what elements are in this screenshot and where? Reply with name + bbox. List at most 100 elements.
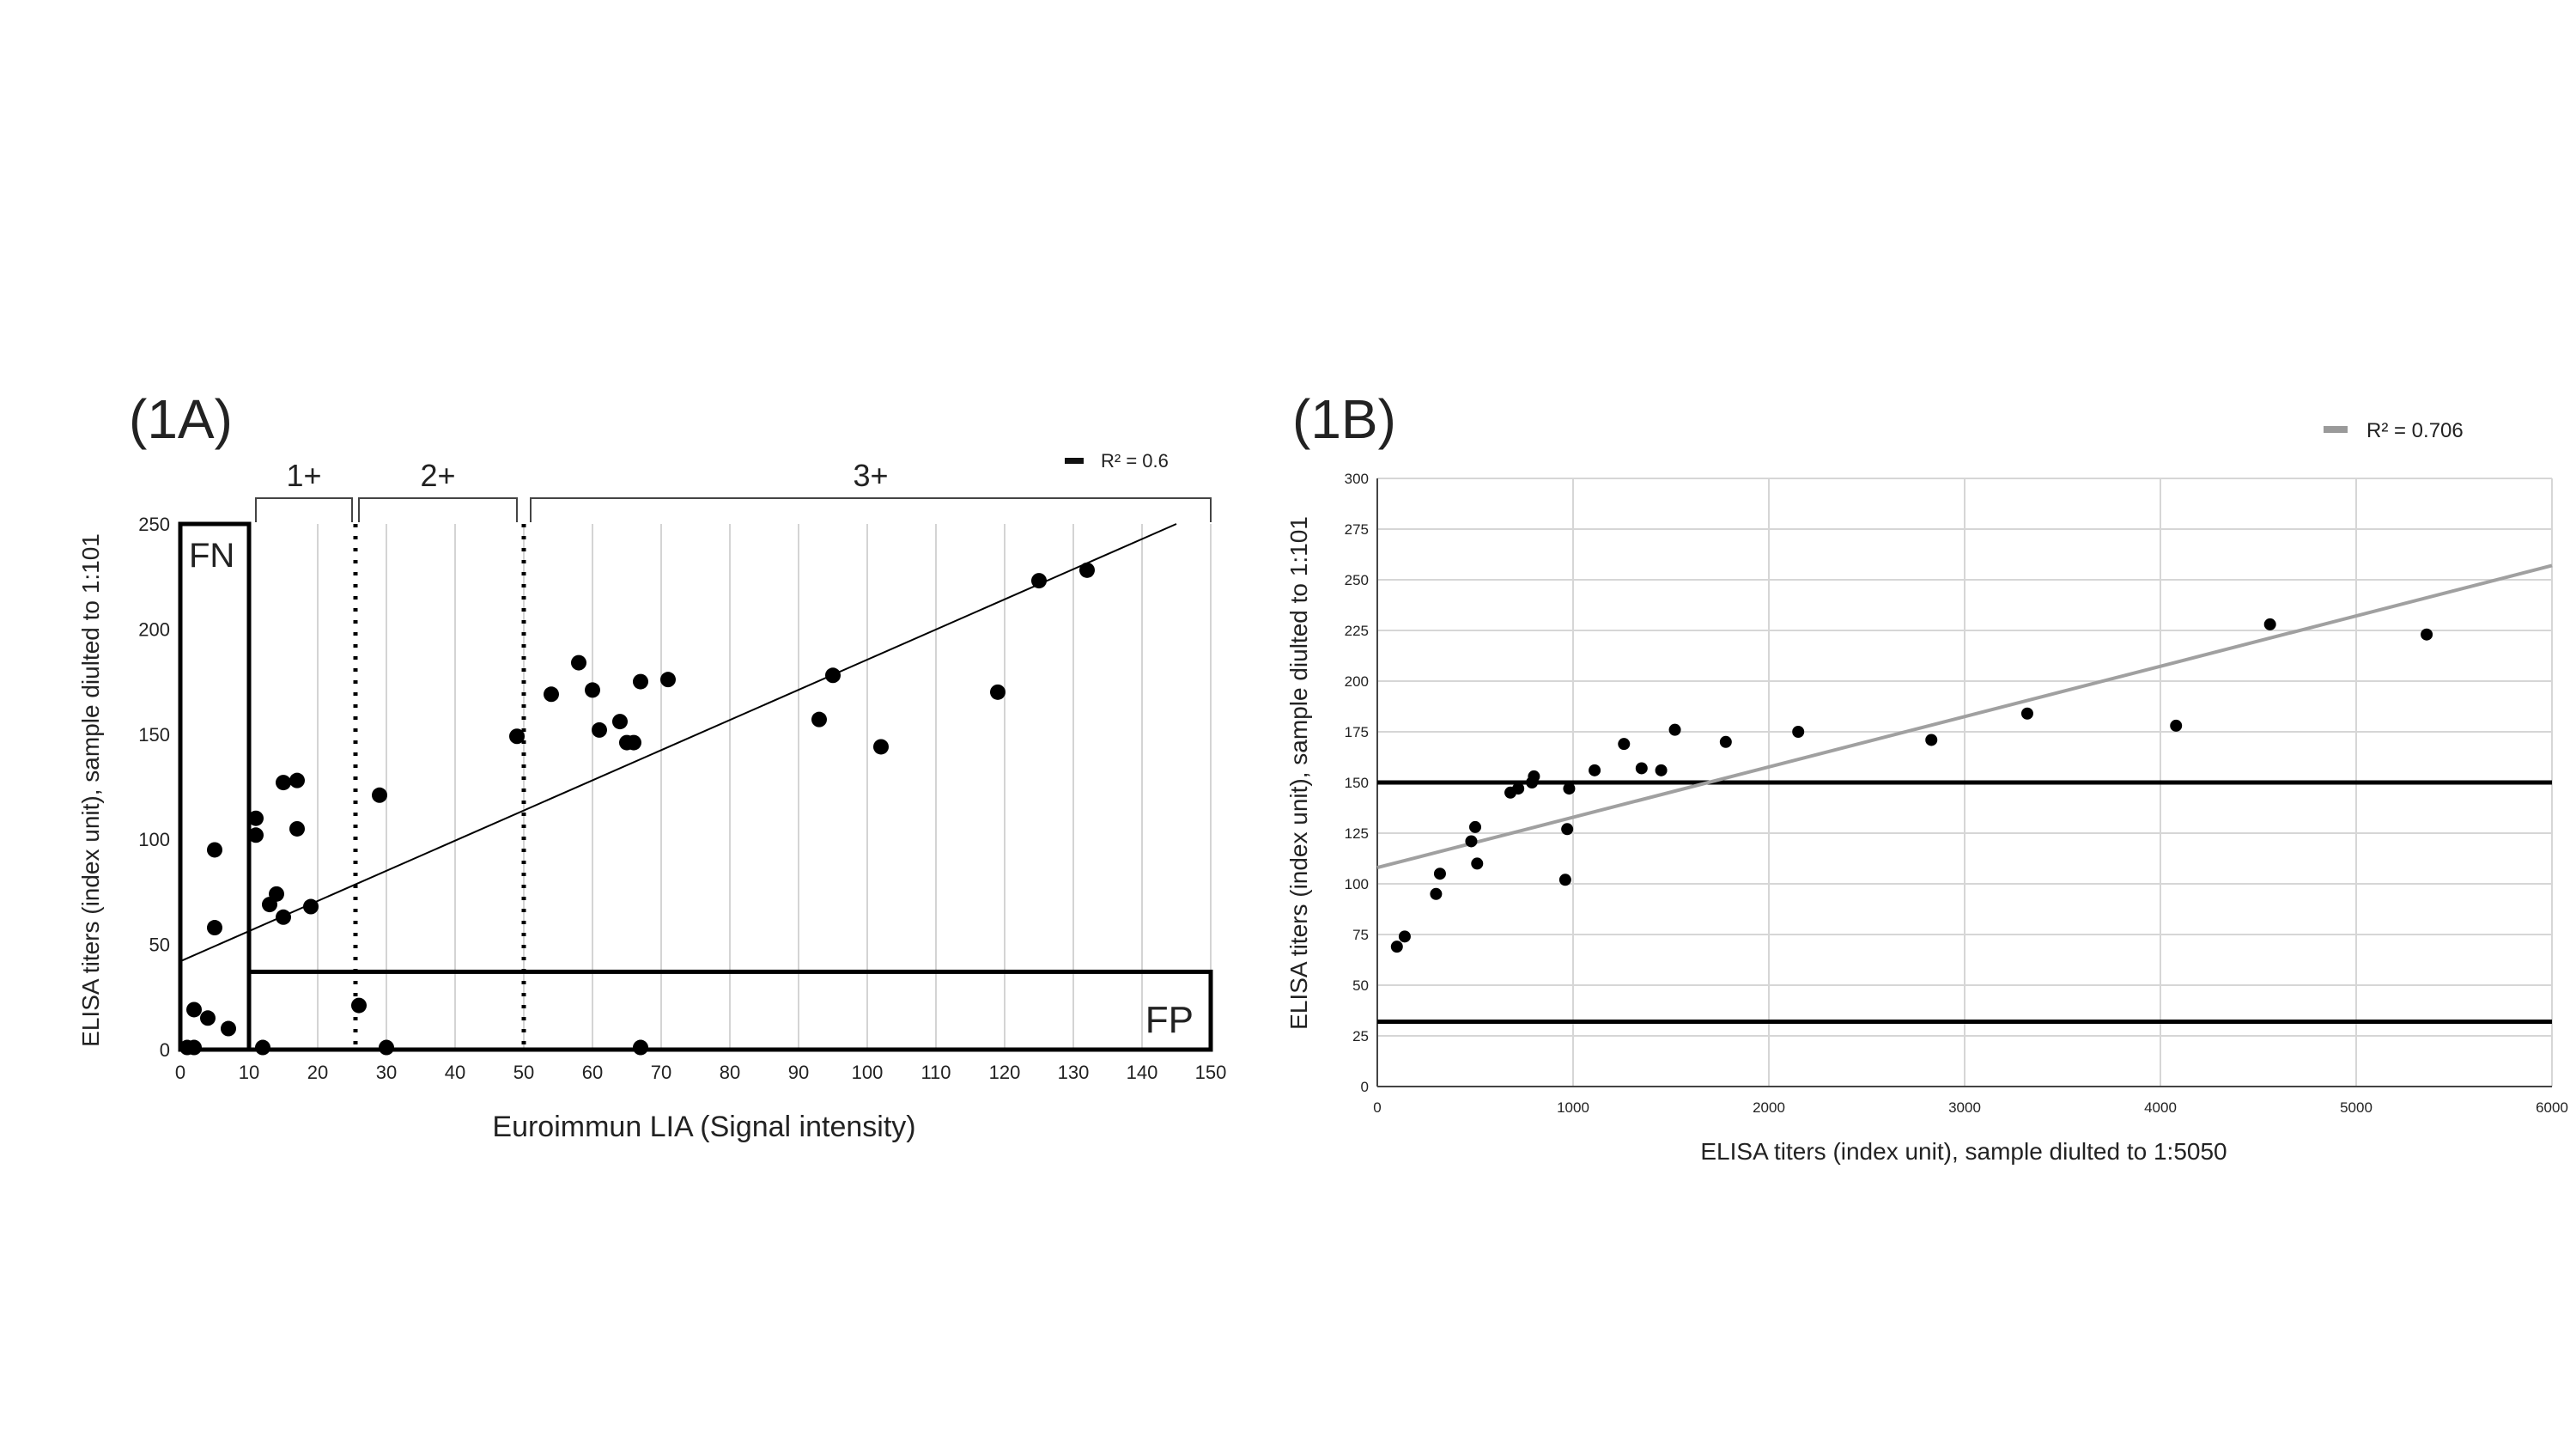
data-point bbox=[248, 827, 264, 843]
data-point bbox=[2020, 707, 2033, 720]
legend-swatch-1a bbox=[1065, 458, 1084, 464]
data-point bbox=[289, 820, 305, 837]
range-bracket bbox=[255, 497, 353, 522]
data-point bbox=[1635, 762, 1648, 775]
data-point bbox=[186, 1039, 202, 1056]
data-point bbox=[1668, 723, 1681, 736]
data-point bbox=[825, 667, 841, 684]
data-point bbox=[1792, 726, 1805, 738]
range-bracket bbox=[358, 497, 518, 522]
data-point bbox=[544, 686, 559, 703]
data-point bbox=[509, 728, 525, 745]
panel-label-1a: (1A) bbox=[129, 388, 233, 450]
data-point bbox=[1561, 823, 1574, 836]
x-tick-label: 150 bbox=[1195, 1062, 1227, 1083]
y-axis-title-1a: ELISA titers (index unit), sample diulte… bbox=[77, 533, 104, 1047]
y-tick-label: 125 bbox=[1345, 825, 1369, 842]
y-tick-label: 100 bbox=[138, 829, 170, 850]
x-tick-label: 3000 bbox=[1948, 1099, 1981, 1116]
x-tick-label: 0 bbox=[1373, 1099, 1381, 1116]
data-point bbox=[2170, 719, 2183, 732]
y-tick-label: 300 bbox=[1345, 471, 1369, 487]
range-bracket bbox=[530, 497, 1212, 522]
data-point bbox=[1031, 573, 1047, 589]
trendline bbox=[179, 523, 1177, 963]
data-point bbox=[1618, 738, 1631, 751]
x-tick-label: 50 bbox=[513, 1062, 534, 1083]
y-tick-label: 150 bbox=[138, 724, 170, 746]
y-tick-label: 0 bbox=[160, 1039, 170, 1061]
data-point bbox=[990, 684, 1005, 700]
data-point bbox=[379, 1039, 394, 1056]
data-point bbox=[1079, 562, 1095, 578]
y-tick-label: 50 bbox=[149, 935, 170, 956]
data-point bbox=[626, 734, 641, 751]
data-point bbox=[633, 673, 648, 690]
data-point bbox=[1563, 782, 1576, 795]
chart-1a: (1A) Euroimmun LIA (Signal intensity) EL… bbox=[77, 388, 1226, 1143]
x-axis-title-1a: Euroimmun LIA (Signal intensity) bbox=[492, 1111, 915, 1143]
y-tick-label: 100 bbox=[1345, 876, 1369, 892]
x-tick-label: 20 bbox=[307, 1062, 328, 1083]
data-point bbox=[1925, 734, 1938, 746]
data-point bbox=[1469, 820, 1481, 833]
x-tick-label: 0 bbox=[175, 1062, 185, 1083]
data-point bbox=[1528, 770, 1540, 782]
x-tick-label: 70 bbox=[651, 1062, 671, 1083]
x-tick-label: 1000 bbox=[1557, 1099, 1589, 1116]
x-tick-label: 4000 bbox=[2144, 1099, 2177, 1116]
data-point bbox=[303, 898, 319, 915]
x-tick-label: 140 bbox=[1127, 1062, 1158, 1083]
y-tick-label: 175 bbox=[1345, 724, 1369, 740]
data-point bbox=[207, 920, 222, 936]
y-tick-label: 225 bbox=[1345, 623, 1369, 639]
bracket-label: 3+ bbox=[853, 458, 888, 493]
panel-label-1b: (1B) bbox=[1292, 388, 1396, 450]
data-point bbox=[372, 787, 387, 803]
region-box bbox=[178, 521, 252, 1052]
x-tick-label: 40 bbox=[445, 1062, 465, 1083]
data-point bbox=[585, 682, 600, 698]
data-point bbox=[1655, 764, 1668, 776]
data-point bbox=[660, 672, 676, 688]
data-point bbox=[1589, 764, 1601, 776]
x-tick-label: 100 bbox=[852, 1062, 884, 1083]
y-tick-label: 275 bbox=[1345, 521, 1369, 538]
legend-label-1a: R² = 0.6 bbox=[1101, 450, 1169, 472]
data-point bbox=[1558, 874, 1571, 886]
data-point bbox=[811, 711, 827, 728]
data-point bbox=[592, 721, 607, 738]
data-point bbox=[186, 1002, 202, 1018]
data-point bbox=[351, 997, 367, 1014]
data-point bbox=[571, 654, 586, 671]
data-point bbox=[1433, 868, 1446, 880]
x-tick-label: 60 bbox=[582, 1062, 603, 1083]
x-tick-label: 90 bbox=[788, 1062, 809, 1083]
region-box bbox=[246, 969, 1213, 1052]
data-point bbox=[1465, 835, 1478, 848]
data-point bbox=[1390, 941, 1403, 953]
data-point bbox=[289, 772, 305, 788]
x-tick-label: 6000 bbox=[2536, 1099, 2568, 1116]
y-tick-label: 250 bbox=[1345, 572, 1369, 588]
data-point bbox=[207, 842, 222, 858]
y-tick-label: 75 bbox=[1352, 927, 1369, 943]
data-point bbox=[2421, 628, 2433, 641]
region-label: FP bbox=[1145, 999, 1194, 1041]
x-tick-label: 130 bbox=[1058, 1062, 1090, 1083]
region-label: FN bbox=[189, 537, 234, 575]
data-point bbox=[1719, 735, 1732, 748]
data-point bbox=[276, 909, 291, 925]
data-point bbox=[269, 886, 284, 902]
data-point bbox=[1398, 930, 1411, 943]
x-tick-label: 5000 bbox=[2340, 1099, 2372, 1116]
data-point bbox=[221, 1020, 236, 1037]
data-point bbox=[612, 714, 628, 730]
y-tick-label: 25 bbox=[1352, 1028, 1369, 1044]
legend-label-1b: R² = 0.706 bbox=[2366, 419, 2464, 442]
x-tick-label: 2000 bbox=[1753, 1099, 1785, 1116]
data-point bbox=[255, 1039, 270, 1056]
bracket-label: 1+ bbox=[286, 458, 321, 493]
y-axis-title-1b: ELISA titers (index unit), sample diulte… bbox=[1285, 516, 1312, 1030]
